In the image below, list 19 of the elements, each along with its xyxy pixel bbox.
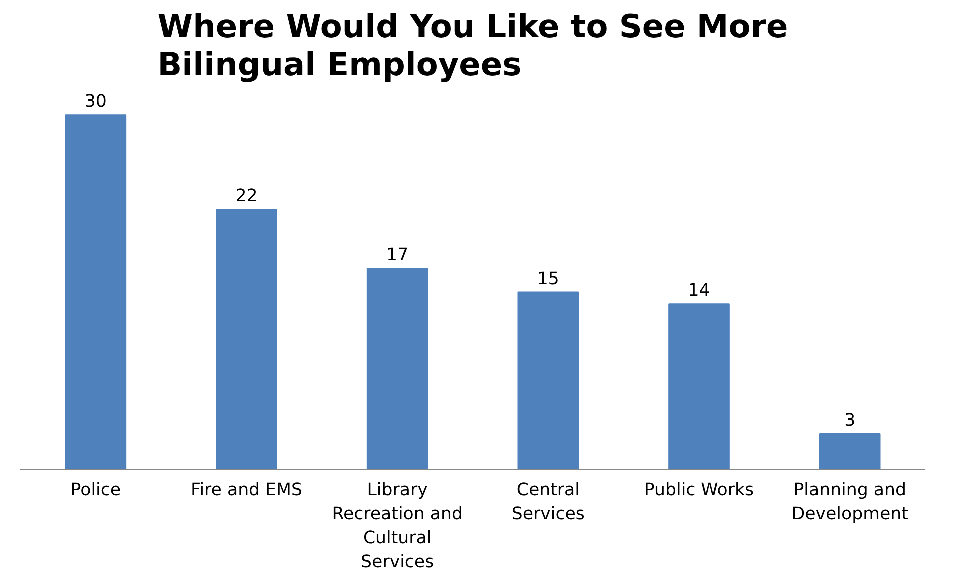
bar	[65, 114, 127, 470]
chart-title: Where Would You Like to See More Bilingual Employees	[158, 8, 788, 84]
x-tick-label: Library Recreation and Cultural Services	[332, 480, 463, 572]
data-label: 15	[537, 269, 560, 290]
x-tick-label: Planning and Development	[792, 480, 909, 524]
bar	[216, 209, 278, 470]
x-tick-label: Police	[70, 480, 122, 500]
data-label: 3	[844, 411, 856, 432]
x-tick-label: Central Services	[512, 480, 585, 524]
data-label: 22	[236, 186, 258, 207]
bar	[819, 434, 881, 470]
data-label: 30	[84, 92, 107, 112]
bar	[668, 304, 730, 470]
x-tick-label: Public Works	[644, 480, 754, 500]
bar	[366, 268, 428, 470]
data-label: 14	[688, 281, 710, 302]
data-label: 17	[386, 246, 409, 266]
x-tick-label: Fire and EMS	[191, 480, 302, 500]
bar	[518, 292, 580, 470]
